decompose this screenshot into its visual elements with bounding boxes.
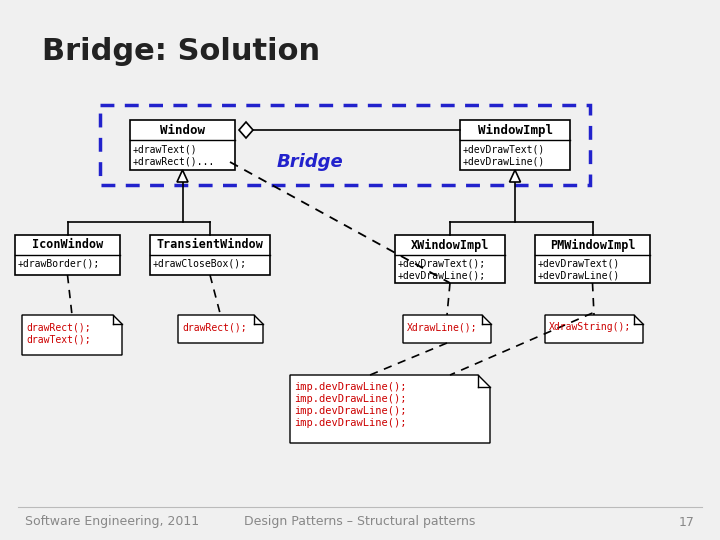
- Text: imp.devDrawLine();: imp.devDrawLine();: [294, 418, 407, 428]
- Text: Design Patterns – Structural patterns: Design Patterns – Structural patterns: [244, 516, 476, 529]
- Text: +drawBorder();: +drawBorder();: [18, 259, 100, 269]
- Text: imp.devDrawLine();: imp.devDrawLine();: [294, 394, 407, 404]
- Text: +drawCloseBox();: +drawCloseBox();: [153, 259, 247, 269]
- Text: drawRect();: drawRect();: [182, 322, 247, 332]
- Text: IconWindow: IconWindow: [32, 239, 103, 252]
- Text: XdrawLine();: XdrawLine();: [407, 322, 477, 332]
- Text: +devDrawLine(): +devDrawLine(): [463, 156, 545, 166]
- Bar: [395, 235, 505, 283]
- Text: drawRect();: drawRect();: [26, 322, 91, 332]
- Text: Bridge: Bridge: [276, 153, 343, 171]
- Polygon shape: [177, 170, 188, 182]
- Text: Window: Window: [160, 124, 205, 137]
- Text: +devDrawText(): +devDrawText(): [538, 259, 620, 269]
- Bar: [150, 235, 270, 275]
- Text: PMWindowImpl: PMWindowImpl: [550, 239, 635, 252]
- Text: imp.devDrawLine();: imp.devDrawLine();: [294, 382, 407, 392]
- Text: 17: 17: [679, 516, 695, 529]
- Text: +devDrawLine(): +devDrawLine(): [538, 271, 620, 281]
- Text: +devDrawLine();: +devDrawLine();: [398, 271, 486, 281]
- Text: +drawText(): +drawText(): [133, 144, 197, 154]
- Bar: [15, 235, 120, 275]
- Polygon shape: [545, 315, 643, 343]
- Text: TransientWindow: TransientWindow: [156, 239, 264, 252]
- Text: Software Engineering, 2011: Software Engineering, 2011: [25, 516, 199, 529]
- Text: WindowImpl: WindowImpl: [477, 124, 552, 137]
- Polygon shape: [403, 315, 491, 343]
- Polygon shape: [510, 170, 521, 182]
- Text: +devDrawText();: +devDrawText();: [398, 259, 486, 269]
- Text: Bridge: Solution: Bridge: Solution: [42, 37, 320, 66]
- Polygon shape: [239, 122, 253, 138]
- Polygon shape: [178, 315, 263, 343]
- Text: +devDrawText(): +devDrawText(): [463, 144, 545, 154]
- Text: imp.devDrawLine();: imp.devDrawLine();: [294, 406, 407, 416]
- Polygon shape: [22, 315, 122, 355]
- Bar: [460, 120, 570, 170]
- Text: +drawRect()...: +drawRect()...: [133, 156, 215, 166]
- Bar: [535, 235, 650, 283]
- Text: XdrawString();: XdrawString();: [549, 322, 631, 332]
- Text: drawText();: drawText();: [26, 334, 91, 344]
- Text: XWindowImpl: XWindowImpl: [411, 239, 489, 252]
- Polygon shape: [290, 375, 490, 443]
- Bar: [130, 120, 235, 170]
